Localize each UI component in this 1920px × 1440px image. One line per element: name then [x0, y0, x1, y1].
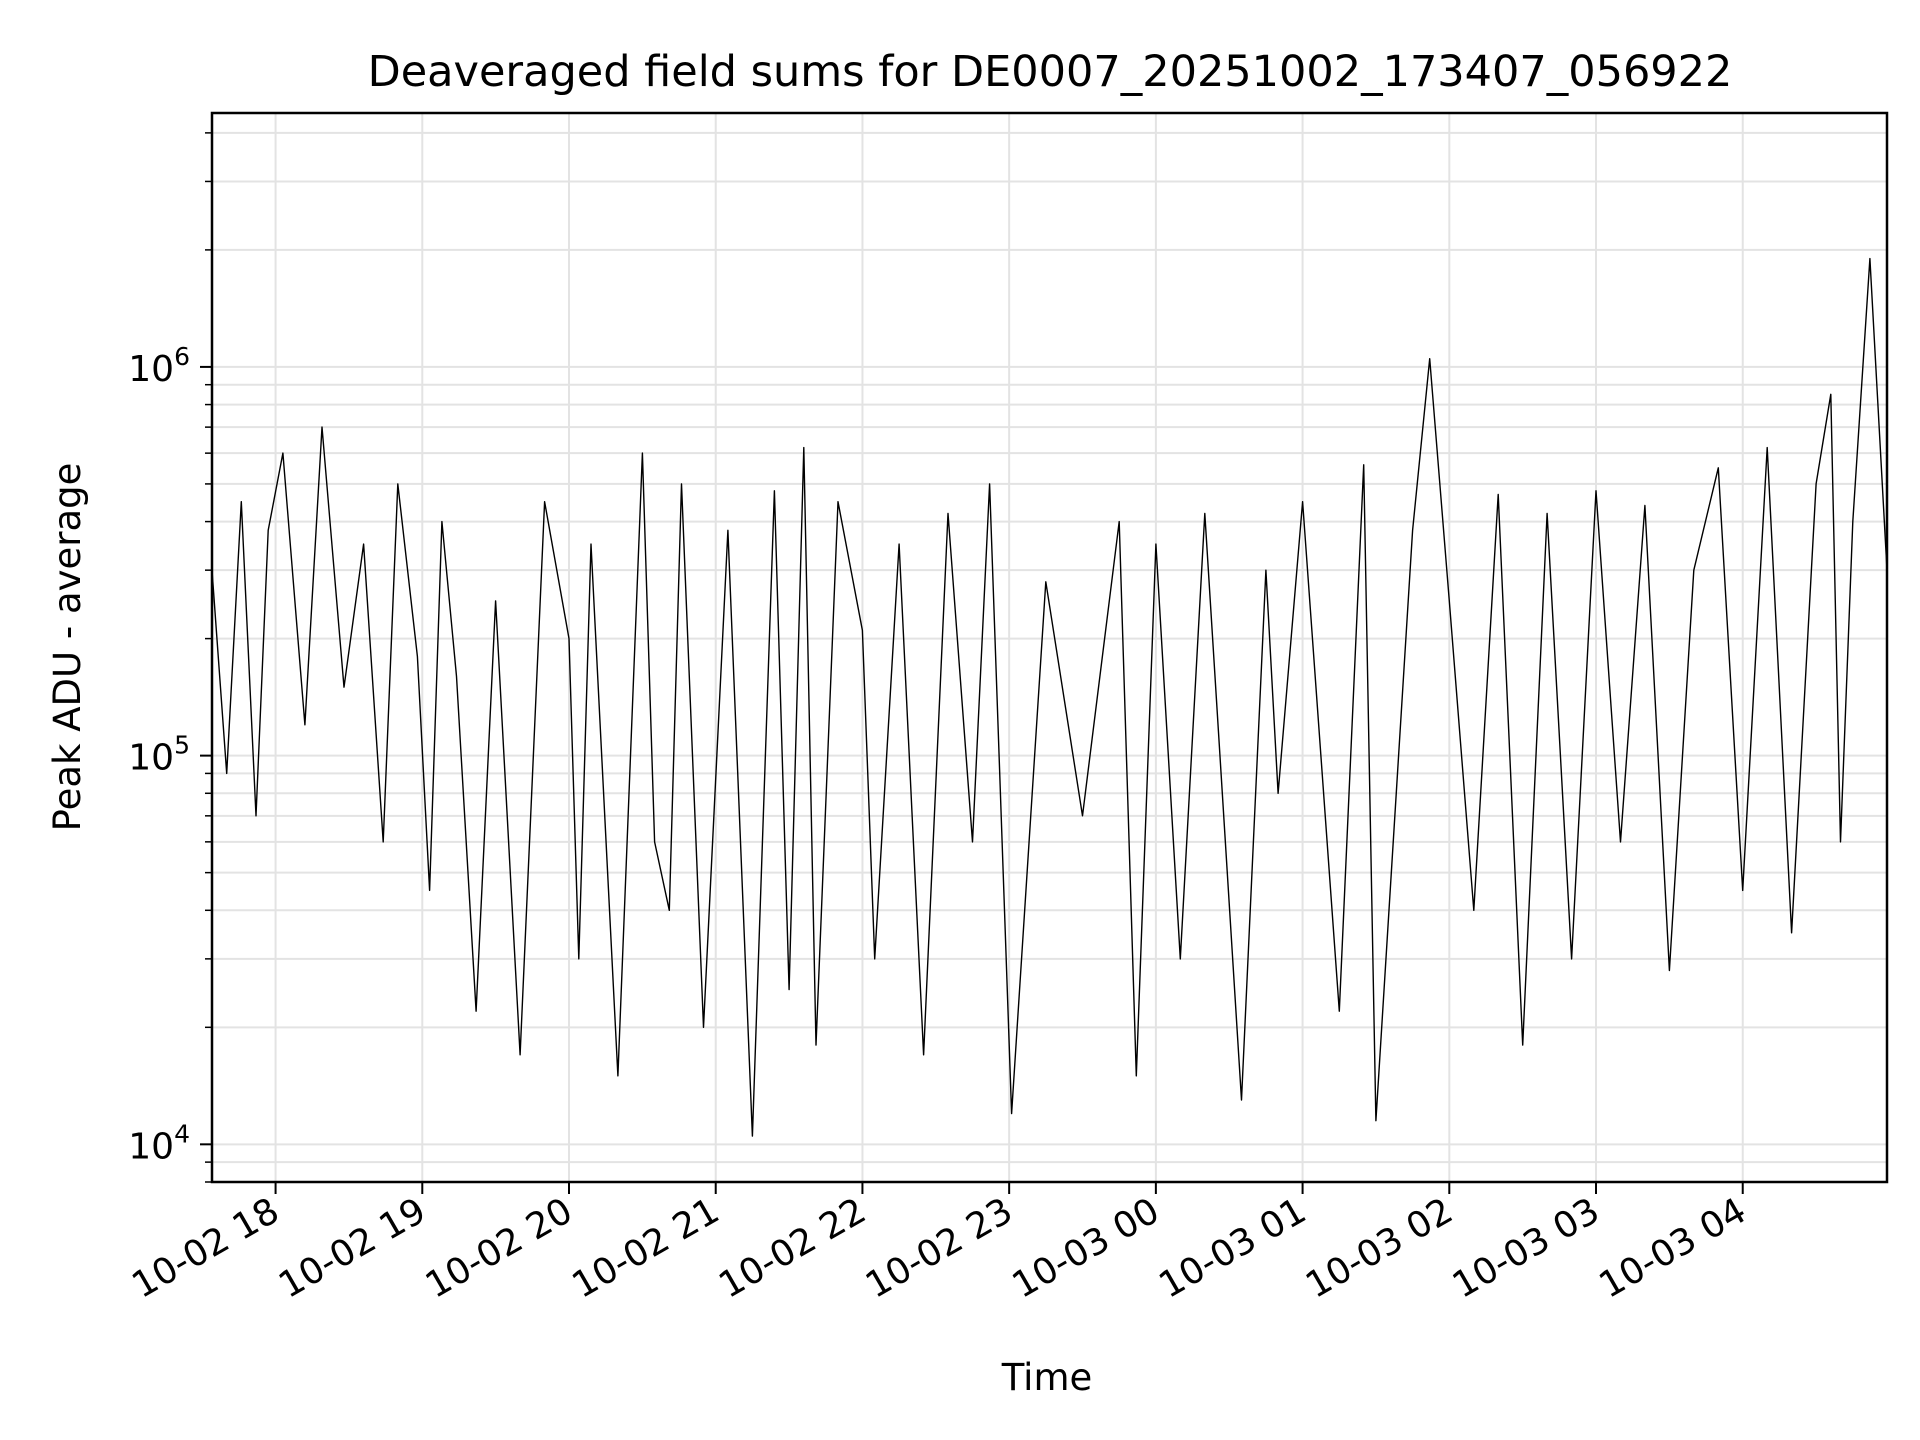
y-tick-label: 105	[128, 731, 190, 779]
grid-lines	[212, 113, 1887, 1183]
y-axis-label: Peak ADU - average	[46, 463, 89, 832]
data-layer	[211, 257, 1888, 1137]
y-tick-label: 104	[128, 1119, 190, 1167]
y-axis-ticks: 104 105 106	[128, 132, 212, 1183]
chart-title: Deaveraged field sums for DE0007_2025100…	[368, 47, 1733, 97]
plot-frame	[210, 111, 1889, 1184]
y-tick-label: 106	[128, 342, 190, 390]
data-series-line	[211, 257, 1888, 1137]
x-axis-label: Time	[1001, 1356, 1093, 1399]
